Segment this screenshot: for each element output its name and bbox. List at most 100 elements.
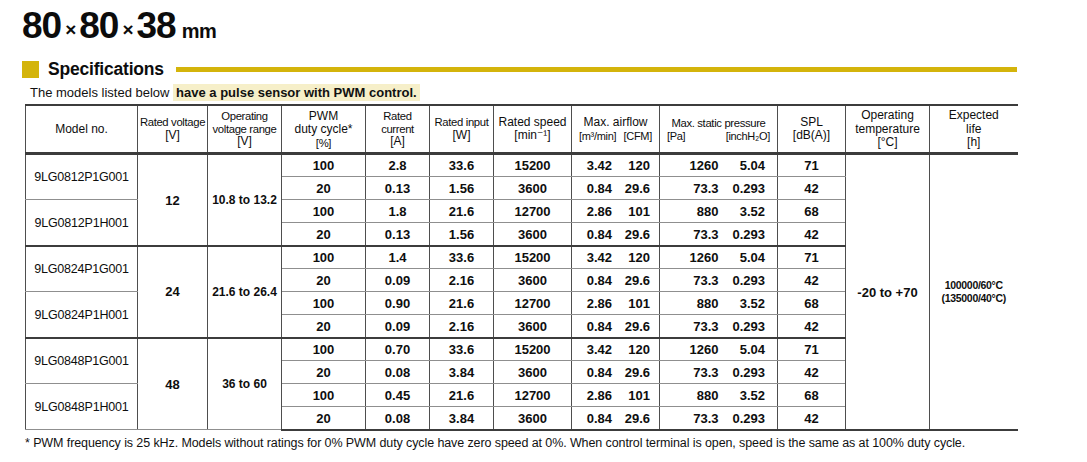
title-dim-2: 80 — [79, 5, 118, 46]
title-dim-3: 38 — [137, 5, 176, 46]
speed-cell: 15200 — [494, 338, 572, 361]
current-cell: 0.90 — [366, 292, 430, 315]
multiply-icon: × — [65, 19, 75, 40]
airflow-m3min: 2.86 — [572, 388, 612, 403]
pressure-cell: 73.30.293 — [660, 177, 778, 200]
spl-cell: 42 — [778, 315, 846, 338]
pressure-inchh2o: 3.52 — [719, 388, 778, 403]
airflow-cfm: 120 — [612, 158, 659, 173]
pressure-pa: 880 — [660, 388, 719, 403]
pressure-pa: 880 — [660, 204, 719, 219]
col-header-rated-speed: Rated speed [min⁻¹] — [494, 105, 572, 154]
title-unit: mm — [182, 20, 217, 42]
current-cell: 0.09 — [366, 315, 430, 338]
life-line1: 100000/60°C — [930, 279, 1018, 293]
airflow-cfm: 120 — [612, 342, 659, 357]
duty-cell: 100 — [282, 384, 366, 407]
header-unit: [W] — [430, 129, 493, 143]
speed-cell: 12700 — [494, 292, 572, 315]
spl-cell: 71 — [778, 154, 846, 177]
input-cell: 3.84 — [430, 361, 494, 384]
duty-cell: 20 — [282, 407, 366, 430]
header-unit: [inchH₂O] — [726, 130, 770, 142]
voltage-cell: 12 — [138, 154, 208, 246]
range-cell: 10.8 to 13.2 — [208, 154, 282, 246]
duty-cell: 20 — [282, 177, 366, 200]
col-header-max-airflow: Max. airflow [m³/min][CFM] — [572, 105, 660, 154]
col-header-rated-input: Rated input [W] — [430, 105, 494, 154]
pressure-inchh2o: 0.293 — [719, 273, 778, 288]
airflow-cell: 0.8429.6 — [572, 361, 660, 384]
header-label: Max. airflow — [572, 116, 659, 130]
duty-cell: 20 — [282, 269, 366, 292]
section-title: Specifications — [48, 59, 164, 80]
airflow-cell: 3.42120 — [572, 338, 660, 361]
spl-cell: 42 — [778, 361, 846, 384]
current-cell: 0.45 — [366, 384, 430, 407]
pressure-cell: 8803.52 — [660, 384, 778, 407]
col-header-voltage-range: Operating voltage range [V] — [208, 105, 282, 154]
header-label: Operating — [846, 109, 929, 123]
airflow-cell: 2.86101 — [572, 292, 660, 315]
header-row: Model no. Rated voltage [V] Operating vo… — [26, 105, 1018, 154]
voltage-cell: 48 — [138, 338, 208, 430]
input-cell: 21.6 — [430, 292, 494, 315]
current-cell: 0.09 — [366, 269, 430, 292]
duty-cell: 100 — [282, 246, 366, 269]
header-label: life — [930, 123, 1018, 137]
pressure-cell: 73.30.293 — [660, 407, 778, 430]
model-cell: 9LG0848P1H001 — [26, 384, 138, 430]
pressure-cell: 8803.52 — [660, 200, 778, 223]
current-cell: 0.13 — [366, 177, 430, 200]
input-cell: 2.16 — [430, 315, 494, 338]
airflow-m3min: 0.84 — [572, 411, 612, 426]
airflow-cfm: 29.6 — [612, 319, 659, 334]
col-header-model: Model no. — [26, 105, 138, 154]
temp-cell: -20 to +70 — [846, 154, 930, 430]
pressure-pa: 73.3 — [660, 319, 719, 334]
pressure-inchh2o: 0.293 — [719, 181, 778, 196]
airflow-m3min: 0.84 — [572, 227, 612, 242]
col-header-static-pressure: Max. static pressure [Pa][inchH₂O] — [660, 105, 778, 154]
speed-cell: 3600 — [494, 269, 572, 292]
speed-cell: 3600 — [494, 315, 572, 338]
airflow-m3min: 0.84 — [572, 365, 612, 380]
spl-cell: 68 — [778, 200, 846, 223]
current-cell: 0.13 — [366, 223, 430, 246]
col-header-rated-current: Rated current [A] — [366, 105, 430, 154]
airflow-cell: 2.86101 — [572, 200, 660, 223]
airflow-cell: 0.8429.6 — [572, 315, 660, 338]
intro-plain: The models listed below — [30, 85, 173, 100]
pressure-pa: 73.3 — [660, 227, 719, 242]
header-unit: [dB(A)] — [778, 129, 845, 143]
pressure-pa: 73.3 — [660, 273, 719, 288]
col-header-expected-life: Expected life [h] — [930, 105, 1018, 154]
input-cell: 33.6 — [430, 154, 494, 177]
col-header-pwm-duty: PWM duty cycle* [%] — [282, 105, 366, 154]
airflow-m3min: 0.84 — [572, 273, 612, 288]
spl-cell: 71 — [778, 246, 846, 269]
input-cell: 21.6 — [430, 384, 494, 407]
speed-cell: 3600 — [494, 407, 572, 430]
header-label: PWM — [282, 110, 365, 124]
header-unit: [A] — [366, 135, 429, 149]
spl-cell: 42 — [778, 407, 846, 430]
pressure-inchh2o: 5.04 — [719, 250, 778, 265]
airflow-cell: 2.86101 — [572, 384, 660, 407]
airflow-m3min: 3.42 — [572, 158, 612, 173]
spl-cell: 42 — [778, 269, 846, 292]
pressure-pa: 1260 — [660, 250, 719, 265]
speed-cell: 3600 — [494, 361, 572, 384]
airflow-cell: 0.8429.6 — [572, 223, 660, 246]
airflow-cell: 0.8429.6 — [572, 269, 660, 292]
input-cell: 2.16 — [430, 269, 494, 292]
duty-cell: 20 — [282, 223, 366, 246]
input-cell: 1.56 — [430, 177, 494, 200]
pressure-inchh2o: 0.293 — [719, 319, 778, 334]
header-unit: [%] — [282, 137, 365, 150]
model-cell: 9LG0812P1G001 — [26, 154, 138, 200]
input-cell: 33.6 — [430, 338, 494, 361]
pressure-inchh2o: 0.293 — [719, 365, 778, 380]
page-title: 80×80×38mm — [22, 5, 1087, 46]
model-cell: 9LG0824P1H001 — [26, 292, 138, 338]
